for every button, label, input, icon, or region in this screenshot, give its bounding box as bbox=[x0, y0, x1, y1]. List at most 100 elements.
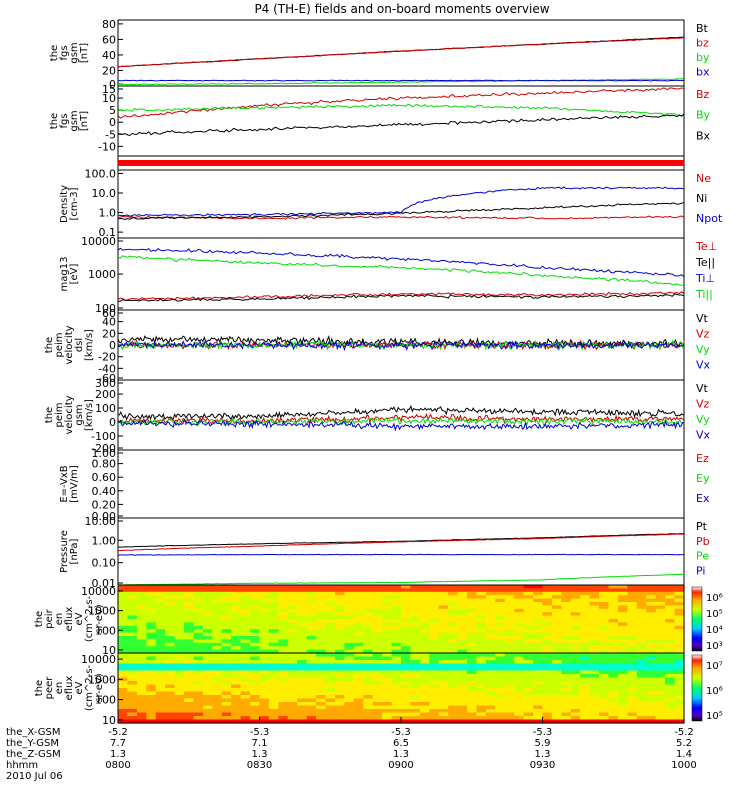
spectrogram-cell bbox=[136, 632, 147, 637]
spectrogram-cell bbox=[325, 695, 336, 700]
spectrogram-cell bbox=[627, 656, 638, 661]
spectrogram-cell bbox=[495, 691, 506, 696]
spectrogram-cell bbox=[589, 649, 600, 654]
spectrogram-cell bbox=[316, 585, 327, 589]
spectrogram-cell bbox=[448, 636, 459, 640]
spectrogram-cell bbox=[485, 602, 496, 606]
spectrogram-cell bbox=[561, 639, 572, 644]
spectrogram-cell bbox=[608, 615, 619, 620]
spectrogram-cell bbox=[476, 625, 487, 630]
spectrogram-cell bbox=[335, 646, 345, 651]
spectrogram-cell bbox=[221, 702, 232, 707]
spectrogram-cell bbox=[155, 667, 166, 672]
spectrogram-cell bbox=[250, 709, 261, 714]
spectrogram-cell bbox=[646, 660, 657, 665]
spectrogram-cell bbox=[287, 649, 298, 654]
spectrogram-cell bbox=[372, 642, 383, 647]
spectrogram-cell bbox=[155, 622, 166, 627]
spectrogram-cell bbox=[636, 684, 647, 689]
spectrogram-cell bbox=[646, 667, 657, 672]
spectrogram-cell bbox=[665, 712, 676, 717]
spectrogram-cell bbox=[212, 591, 223, 596]
spectrogram-cell bbox=[627, 649, 638, 654]
y-axis-label: [km/s] bbox=[84, 399, 95, 431]
spectrogram-cell bbox=[410, 653, 421, 658]
spectrogram-cell bbox=[561, 653, 572, 658]
spectrogram-cell bbox=[155, 702, 166, 707]
spectrogram-cell bbox=[476, 702, 487, 707]
spectrogram-cell bbox=[599, 681, 610, 686]
spectrogram-cell bbox=[608, 595, 619, 600]
y-axis-label: eflux bbox=[64, 676, 75, 701]
y-tick-label: 200 bbox=[95, 388, 116, 401]
spectrogram-cell bbox=[410, 619, 421, 623]
spectrogram-cell bbox=[438, 622, 449, 627]
spectrogram-cell bbox=[533, 649, 544, 654]
spectrogram-cell bbox=[476, 688, 487, 693]
spectrogram-cell bbox=[155, 591, 166, 596]
spectrogram-cell bbox=[419, 716, 430, 721]
spectrogram-cell bbox=[646, 646, 657, 651]
spectrogram-cell bbox=[316, 716, 327, 721]
spectrogram-cell bbox=[391, 625, 402, 630]
spectrogram-cell bbox=[580, 625, 591, 630]
x-row-value: 0900 bbox=[388, 760, 413, 771]
spectrogram-cell bbox=[372, 591, 383, 596]
legend-entry: Vx bbox=[696, 429, 711, 442]
spectrogram-cell bbox=[457, 595, 468, 600]
spectrogram-cell bbox=[636, 705, 647, 710]
spectrogram-cell bbox=[674, 660, 685, 665]
spectrogram-cell bbox=[665, 670, 676, 675]
spectrogram-cell bbox=[627, 719, 638, 724]
spectrogram-cell bbox=[250, 595, 261, 600]
spectrogram-cell bbox=[429, 716, 440, 721]
y-tick-label: -100 bbox=[91, 430, 116, 443]
spectrogram-cell bbox=[401, 698, 411, 703]
spectrogram-cell bbox=[476, 595, 487, 600]
y-tick-label: 20 bbox=[102, 327, 116, 340]
spectrogram-cell bbox=[127, 605, 138, 610]
spectrogram-cell bbox=[202, 612, 213, 617]
spectrogram-cell bbox=[231, 612, 242, 617]
spectrogram-cell bbox=[429, 591, 440, 596]
spectrogram-cell bbox=[193, 615, 204, 620]
spectrogram-cell bbox=[523, 653, 534, 658]
spectrogram-cell bbox=[202, 719, 213, 724]
spectrogram-cell bbox=[344, 656, 355, 661]
spectrogram-cell bbox=[146, 656, 157, 661]
spectrogram-cell bbox=[146, 709, 157, 714]
spectrogram-cell bbox=[231, 642, 242, 647]
spectrogram-cell bbox=[410, 691, 421, 696]
spectrogram-cell bbox=[618, 619, 628, 623]
spectrogram-cell bbox=[514, 612, 525, 617]
spectrogram-cell bbox=[146, 660, 157, 665]
spectrogram-cell bbox=[655, 695, 666, 700]
spectrogram-cell bbox=[514, 585, 525, 589]
spectrogram-cell bbox=[401, 602, 411, 606]
spectrogram-cell bbox=[363, 663, 374, 668]
spectrogram-cell bbox=[165, 674, 176, 679]
spectrogram-cell bbox=[250, 639, 261, 644]
spectrogram-cell bbox=[665, 646, 676, 651]
spectrogram-cell bbox=[655, 656, 666, 661]
spectrogram-cell bbox=[306, 674, 317, 679]
spectrogram-cell bbox=[165, 705, 176, 710]
spectrogram-cell bbox=[250, 608, 261, 613]
spectrogram-cell bbox=[184, 695, 194, 700]
spectrogram-cell bbox=[457, 649, 468, 654]
spectrogram-cell bbox=[476, 632, 487, 637]
spectrogram-cell bbox=[287, 585, 298, 589]
spectrogram-cell bbox=[674, 695, 685, 700]
spectrogram-cell bbox=[344, 702, 355, 707]
spectrogram-cell bbox=[344, 588, 355, 593]
y-tick-label: 40 bbox=[102, 49, 116, 62]
x-row-value: 7.7 bbox=[110, 738, 126, 749]
spectrogram-cell bbox=[240, 622, 251, 627]
spectrogram-cell bbox=[240, 691, 251, 696]
spectrogram-cell bbox=[316, 622, 327, 627]
spectrogram-cell bbox=[193, 639, 204, 644]
spectrogram-cell bbox=[448, 670, 459, 675]
y-tick-label: 100 bbox=[95, 302, 116, 315]
spectrogram-cell bbox=[636, 688, 647, 693]
spectrogram-cell bbox=[646, 681, 657, 686]
